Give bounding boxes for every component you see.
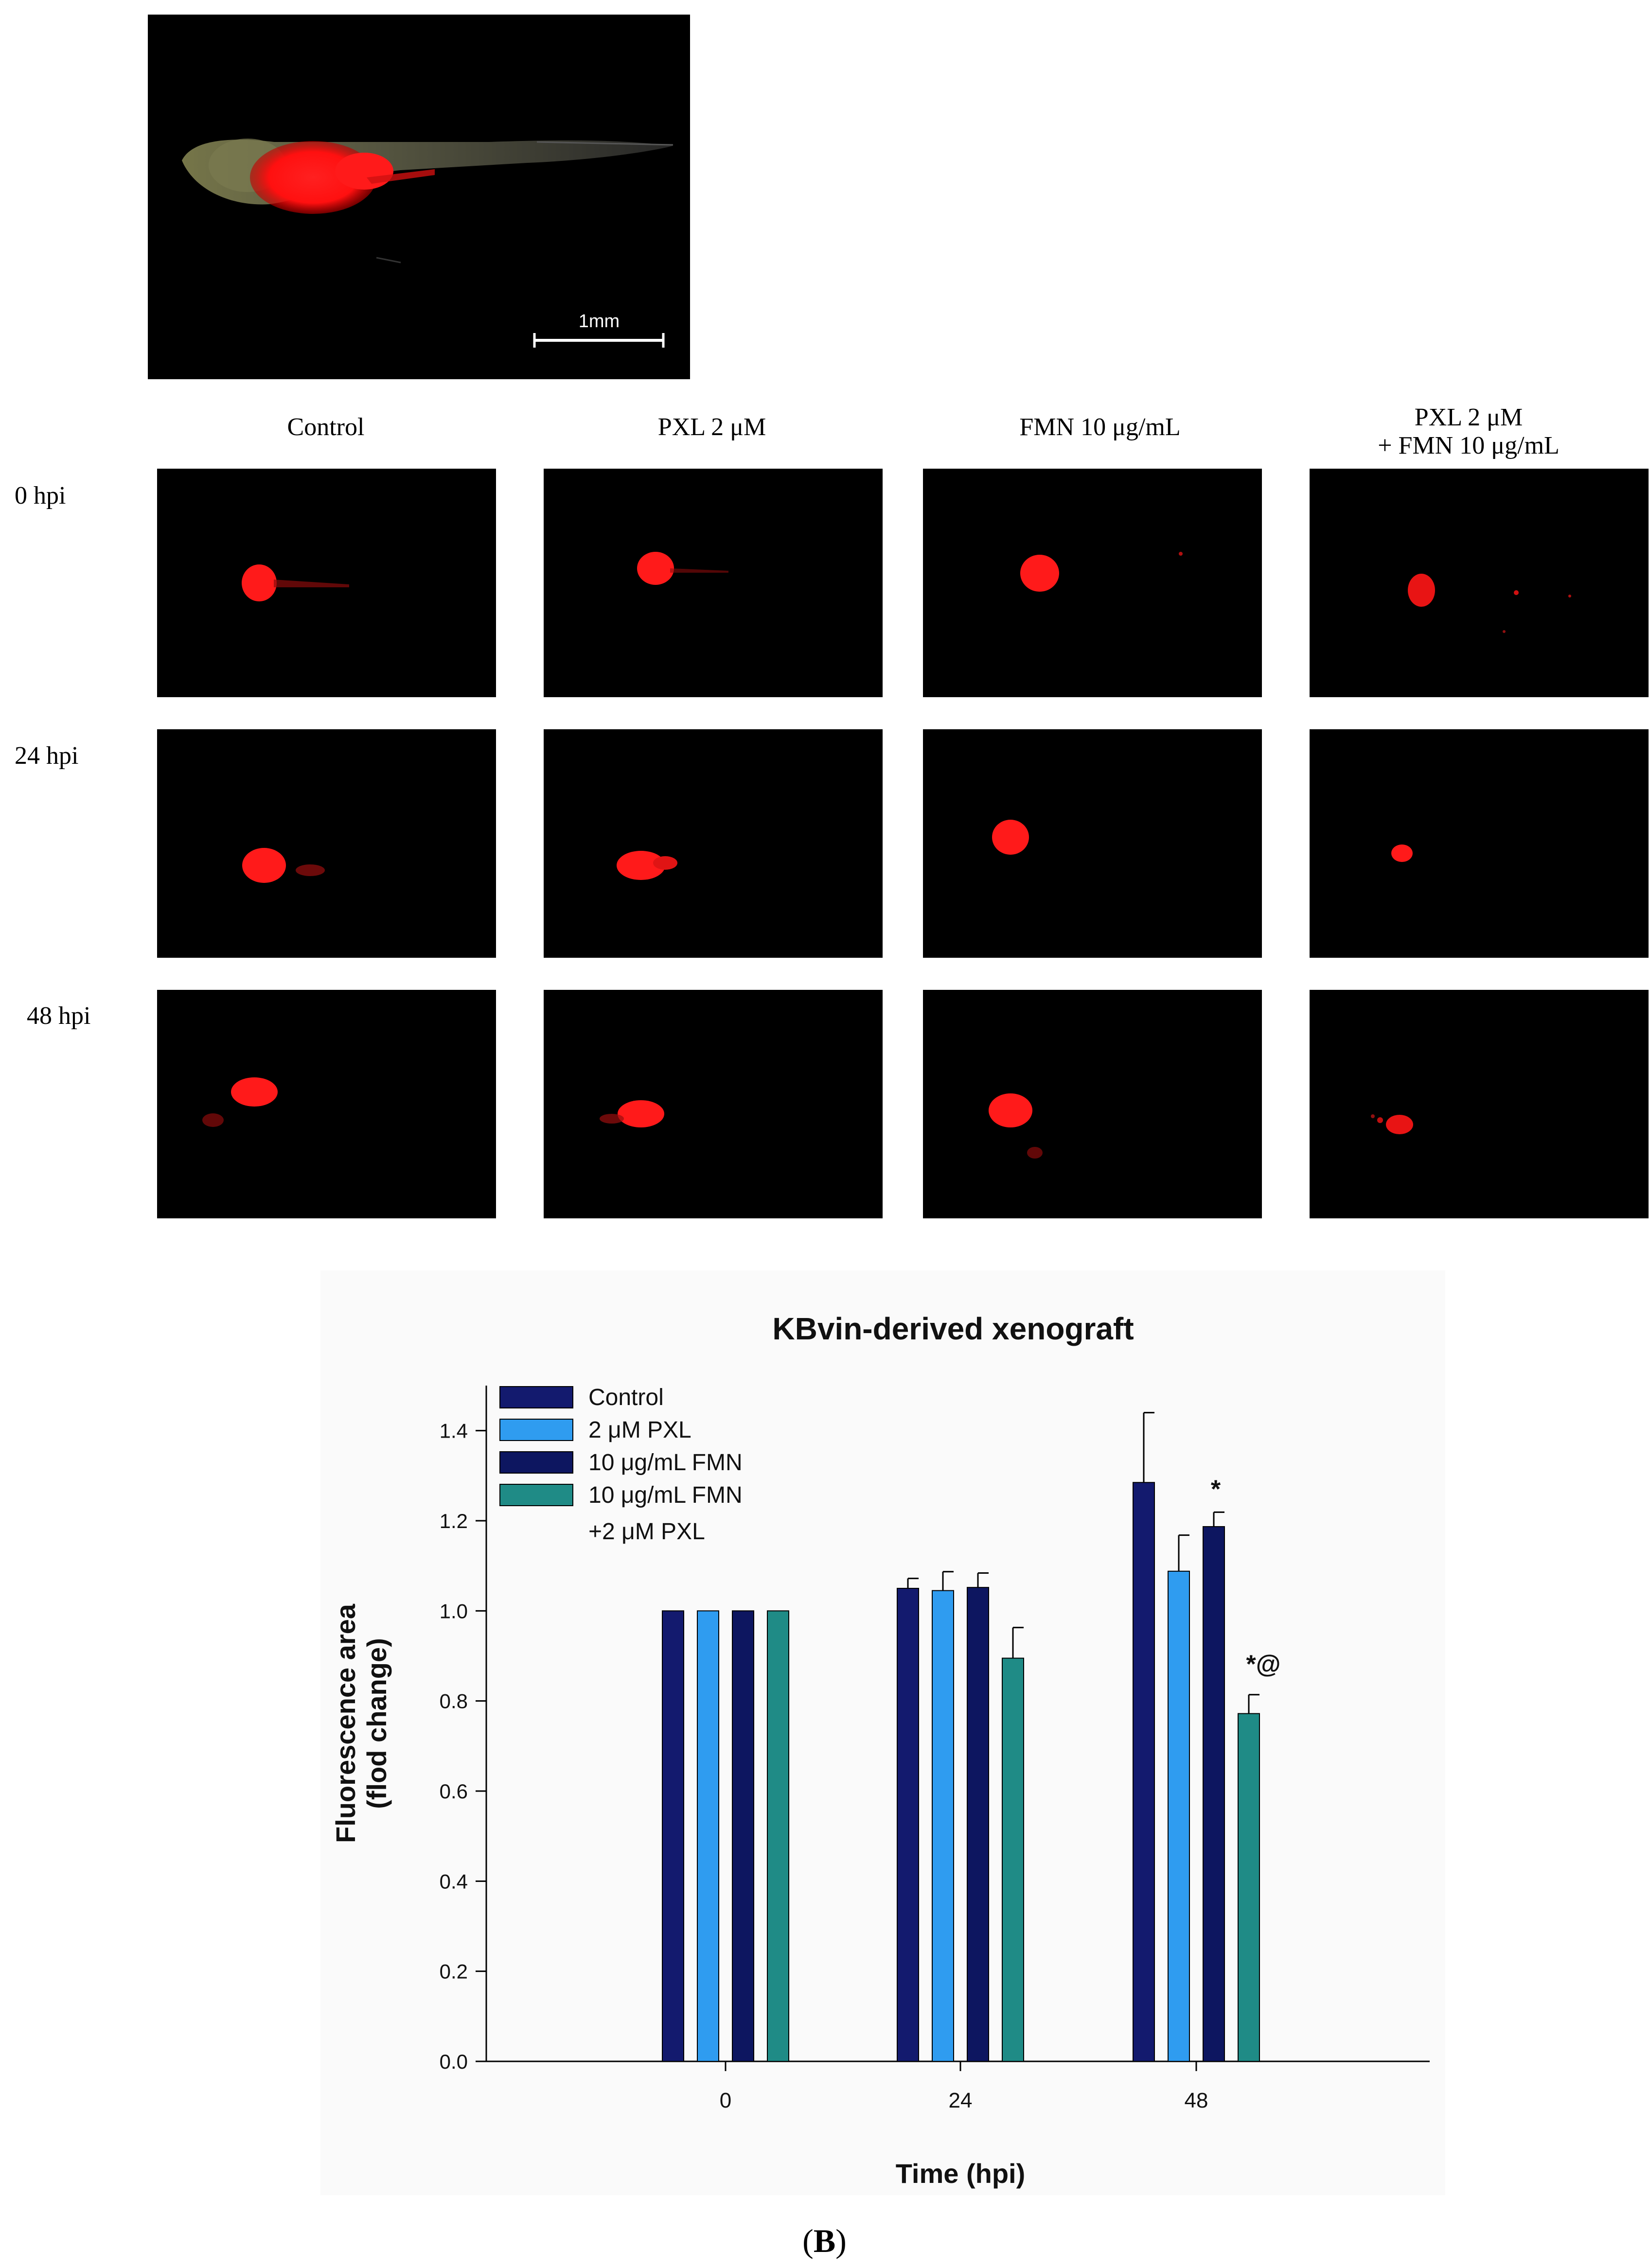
significance-mark: *@: [1246, 1651, 1281, 1679]
legend-label: 10 μg/mL FMN: [588, 1482, 743, 1508]
panel-control-0hpi: [157, 469, 496, 697]
y-tick-label: 1.2: [440, 1510, 468, 1532]
bar: [697, 1610, 719, 2062]
row-label-0hpi: 0 hpi: [15, 482, 66, 510]
bar: [1133, 1482, 1155, 2062]
panel-combo-0hpi: [1310, 469, 1649, 697]
bar: [732, 1610, 754, 2062]
row-label-24hpi: 24 hpi: [15, 742, 79, 770]
legend-label-continuation: +2 μM PXL: [588, 1519, 705, 1545]
panel-fmn-24hpi: [923, 729, 1262, 958]
x-axis-label: Time (hpi): [896, 2158, 1026, 2189]
column-header-line: FMN 10 μg/mL: [1019, 413, 1181, 441]
y-tick-label: 0.4: [440, 1870, 468, 1893]
column-header-control: Control: [209, 413, 443, 441]
row-label-48hpi: 48 hpi: [27, 1002, 91, 1030]
figure-letter: B: [813, 2222, 836, 2259]
x-tick-label: 0: [720, 2089, 731, 2112]
panel-control-48hpi: [157, 990, 496, 1218]
panel-combo-24hpi: [1310, 729, 1649, 958]
panel-pxl-48hpi: [544, 990, 883, 1218]
bar: [767, 1610, 789, 2062]
column-header-line: PXL 2 μM: [1414, 404, 1523, 431]
panel-fmn-0hpi: [923, 469, 1262, 697]
y-tick-label: 1.0: [440, 1600, 468, 1622]
y-tick-label: 0.2: [440, 1960, 468, 1983]
legend-label: 10 μg/mL FMN: [588, 1450, 743, 1476]
panel-combo-48hpi: [1310, 990, 1649, 1218]
y-axis-label-line: (flod change): [361, 1638, 392, 1809]
bar: [932, 1590, 954, 2062]
panel-pxl-0hpi: [544, 469, 883, 697]
panel-pxl-24hpi: [544, 729, 883, 958]
panel-fmn-48hpi: [923, 990, 1262, 1218]
y-tick-label: 0.0: [440, 2050, 468, 2073]
significance-mark: *: [1211, 1475, 1221, 1503]
legend-label: 2 μM PXL: [588, 1417, 692, 1443]
bar: [1002, 1657, 1024, 2062]
legend-label: Control: [588, 1385, 664, 1410]
legend-swatch: [499, 1484, 573, 1506]
y-tick-label: 0.8: [440, 1690, 468, 1713]
column-header-fmn: FMN 10 μg/mL: [974, 413, 1226, 441]
panel-control-24hpi: [157, 729, 496, 958]
column-header-line: PXL 2 μM: [657, 413, 766, 441]
bar: [662, 1610, 684, 2062]
x-tick-label: 48: [1185, 2089, 1208, 2112]
y-axis-label: Fluorescence area(flod change): [330, 1603, 392, 1843]
zebrafish-overview-image: 1mm: [148, 15, 690, 379]
y-axis-label-line: Fluorescence area: [330, 1603, 361, 1843]
column-header-line: Control: [287, 413, 365, 441]
bar: [1168, 1570, 1190, 2062]
scale-bar-label: 1mm: [578, 311, 620, 332]
legend-swatch: [499, 1451, 573, 1474]
bar: [897, 1588, 919, 2062]
y-tick-label: 1.4: [440, 1420, 468, 1442]
column-header-combo: PXL 2 μM + FMN 10 μg/mL: [1332, 404, 1605, 460]
column-header-line: + FMN 10 μg/mL: [1378, 432, 1560, 459]
x-tick-label: 24: [949, 2089, 973, 2112]
bar: [1203, 1526, 1225, 2062]
legend-swatch: [499, 1386, 573, 1408]
bar: [967, 1587, 989, 2062]
figure-label: (B): [802, 2222, 847, 2259]
legend-swatch: [499, 1419, 573, 1441]
y-tick-label: 0.6: [440, 1780, 468, 1803]
chart-title: KBvin-derived xenograft: [772, 1311, 1134, 1346]
column-header-pxl: PXL 2 μM: [595, 413, 829, 441]
bar: [1238, 1713, 1260, 2062]
